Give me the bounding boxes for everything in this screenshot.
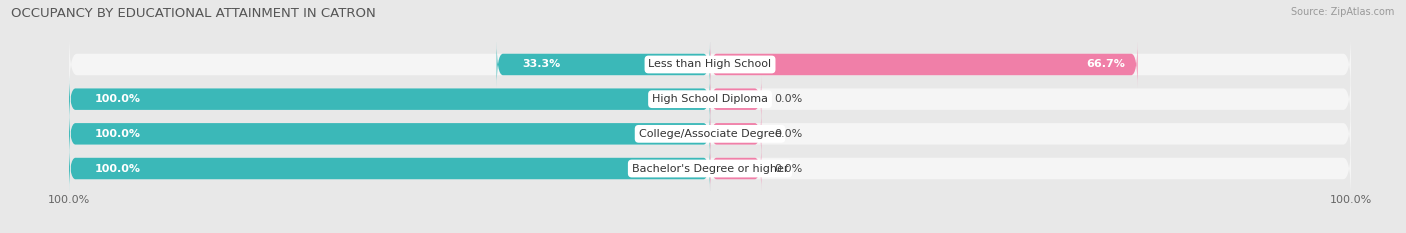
Text: Less than High School: Less than High School [648, 59, 772, 69]
Text: 66.7%: 66.7% [1085, 59, 1125, 69]
FancyBboxPatch shape [710, 145, 761, 192]
FancyBboxPatch shape [710, 110, 761, 158]
Text: College/Associate Degree: College/Associate Degree [638, 129, 782, 139]
FancyBboxPatch shape [69, 75, 710, 123]
Text: OCCUPANCY BY EDUCATIONAL ATTAINMENT IN CATRON: OCCUPANCY BY EDUCATIONAL ATTAINMENT IN C… [11, 7, 375, 20]
FancyBboxPatch shape [496, 41, 710, 88]
Text: Source: ZipAtlas.com: Source: ZipAtlas.com [1291, 7, 1395, 17]
Text: 0.0%: 0.0% [775, 129, 803, 139]
Text: 100.0%: 100.0% [94, 164, 141, 174]
FancyBboxPatch shape [69, 68, 1351, 130]
Text: Bachelor's Degree or higher: Bachelor's Degree or higher [631, 164, 789, 174]
FancyBboxPatch shape [69, 103, 1351, 165]
Text: 33.3%: 33.3% [522, 59, 561, 69]
FancyBboxPatch shape [710, 41, 1137, 88]
FancyBboxPatch shape [69, 34, 1351, 95]
Text: 100.0%: 100.0% [94, 129, 141, 139]
FancyBboxPatch shape [710, 75, 761, 123]
Text: 100.0%: 100.0% [94, 94, 141, 104]
FancyBboxPatch shape [69, 145, 710, 192]
Text: 0.0%: 0.0% [775, 94, 803, 104]
Text: 0.0%: 0.0% [775, 164, 803, 174]
FancyBboxPatch shape [69, 110, 710, 158]
FancyBboxPatch shape [69, 138, 1351, 199]
Text: High School Diploma: High School Diploma [652, 94, 768, 104]
